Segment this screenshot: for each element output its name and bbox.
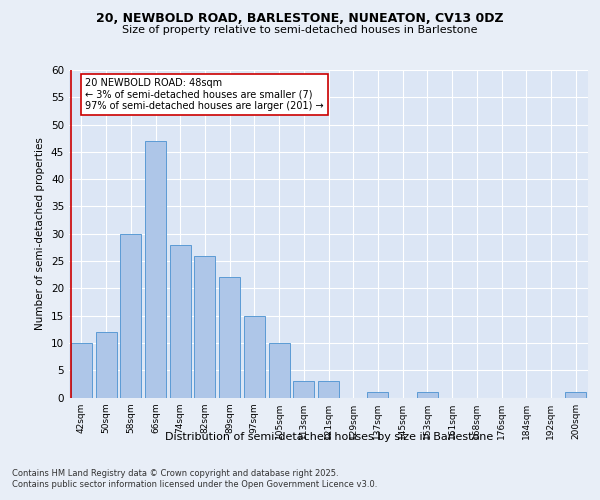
Bar bbox=[269, 343, 290, 398]
Bar bbox=[120, 234, 141, 398]
Text: Size of property relative to semi-detached houses in Barlestone: Size of property relative to semi-detach… bbox=[122, 25, 478, 35]
Bar bbox=[219, 278, 240, 398]
Bar bbox=[194, 256, 215, 398]
Text: Contains HM Land Registry data © Crown copyright and database right 2025.: Contains HM Land Registry data © Crown c… bbox=[12, 469, 338, 478]
Bar bbox=[367, 392, 388, 398]
Bar bbox=[95, 332, 116, 398]
Text: 20, NEWBOLD ROAD, BARLESTONE, NUNEATON, CV13 0DZ: 20, NEWBOLD ROAD, BARLESTONE, NUNEATON, … bbox=[96, 12, 504, 26]
Text: Distribution of semi-detached houses by size in Barlestone: Distribution of semi-detached houses by … bbox=[164, 432, 493, 442]
Bar bbox=[318, 381, 339, 398]
Bar bbox=[417, 392, 438, 398]
Bar bbox=[565, 392, 586, 398]
Bar bbox=[71, 343, 92, 398]
Text: 20 NEWBOLD ROAD: 48sqm
← 3% of semi-detached houses are smaller (7)
97% of semi-: 20 NEWBOLD ROAD: 48sqm ← 3% of semi-deta… bbox=[85, 78, 323, 112]
Bar bbox=[170, 244, 191, 398]
Text: Contains public sector information licensed under the Open Government Licence v3: Contains public sector information licen… bbox=[12, 480, 377, 489]
Y-axis label: Number of semi-detached properties: Number of semi-detached properties bbox=[35, 138, 46, 330]
Bar bbox=[145, 141, 166, 398]
Bar bbox=[293, 381, 314, 398]
Bar bbox=[244, 316, 265, 398]
